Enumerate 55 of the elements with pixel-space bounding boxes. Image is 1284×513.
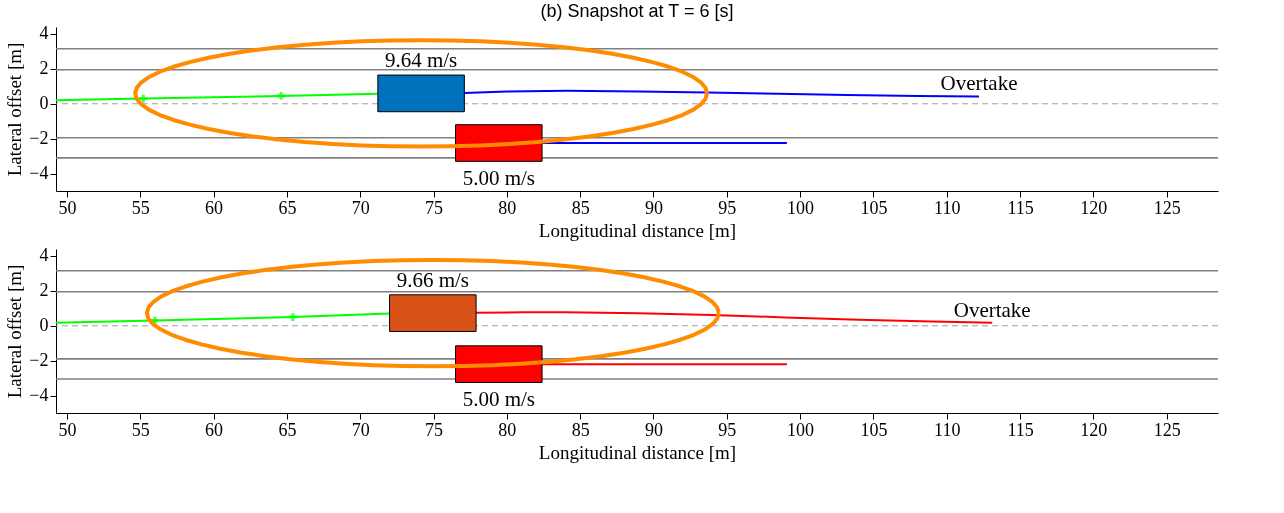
x-tick-label: 115	[1007, 197, 1034, 218]
annotation: 5.00 m/s	[462, 166, 535, 191]
y-tick-label: −4	[29, 385, 49, 406]
x-tick-label: 100	[787, 197, 815, 218]
y-tick-label: −2	[29, 350, 49, 371]
y-tick-label: 2	[39, 280, 49, 301]
x-tick-label: 50	[58, 197, 77, 218]
x-tick-label: 105	[860, 419, 888, 440]
x-tick-label: 60	[205, 419, 224, 440]
x-tick-label: 65	[278, 197, 297, 218]
x-tick-label: 125	[1153, 197, 1181, 218]
y-axis-title: Lateral offset [m]	[4, 264, 26, 399]
x-tick-label: 90	[645, 197, 663, 218]
y-tick-label: 0	[39, 315, 49, 336]
y-tick-label: −2	[29, 128, 49, 149]
y-tick-label: 2	[39, 58, 49, 79]
x-tick-label: 75	[425, 197, 444, 218]
annotation: 5.00 m/s	[462, 387, 535, 412]
annotation: 9.66 m/s	[396, 267, 469, 292]
line-series	[55, 312, 391, 324]
x-tick-label: 90	[645, 419, 663, 440]
x-tick-label: 95	[718, 197, 737, 218]
y-tick-label: 0	[39, 93, 49, 114]
x-tick-label: 80	[498, 419, 517, 440]
x-tick-label: 95	[718, 419, 737, 440]
x-tick-label: 105	[860, 197, 888, 218]
y-tick-label: −4	[29, 163, 49, 184]
x-tick-label: 110	[934, 197, 961, 218]
x-tick-label: 110	[934, 419, 961, 440]
x-tick-label: 120	[1080, 419, 1108, 440]
x-tick-label: 55	[131, 419, 150, 440]
y-axis-title: Lateral offset [m]	[4, 42, 26, 177]
annotation: Overtake	[953, 297, 1031, 322]
y-tick-label: 4	[39, 245, 49, 266]
y-tick-label: 4	[39, 23, 49, 44]
chart-title: (b) Snapshot at T = 6 [s]	[540, 0, 734, 21]
x-tick-label: 55	[131, 197, 150, 218]
x-tick-label: 65	[278, 419, 297, 440]
line-series	[55, 92, 379, 102]
x-tick-label: 50	[58, 419, 77, 440]
x-axis-title: Longitudinal distance [m]	[538, 441, 737, 463]
x-tick-label: 80	[498, 197, 517, 218]
annotation: Overtake	[940, 71, 1018, 96]
x-tick-label: 115	[1007, 419, 1034, 440]
x-tick-label: 85	[571, 197, 590, 218]
x-tick-label: 70	[351, 419, 370, 440]
x-tick-label: 125	[1153, 419, 1181, 440]
annotation: 9.64 m/s	[384, 48, 458, 73]
x-axis-title: Longitudinal distance [m]	[538, 219, 737, 241]
x-tick-label: 70	[351, 197, 370, 218]
x-tick-label: 100	[787, 419, 815, 440]
x-tick-label: 60	[205, 197, 224, 218]
x-tick-label: 85	[571, 419, 590, 440]
x-tick-label: 75	[425, 419, 444, 440]
x-tick-label: 120	[1080, 197, 1108, 218]
